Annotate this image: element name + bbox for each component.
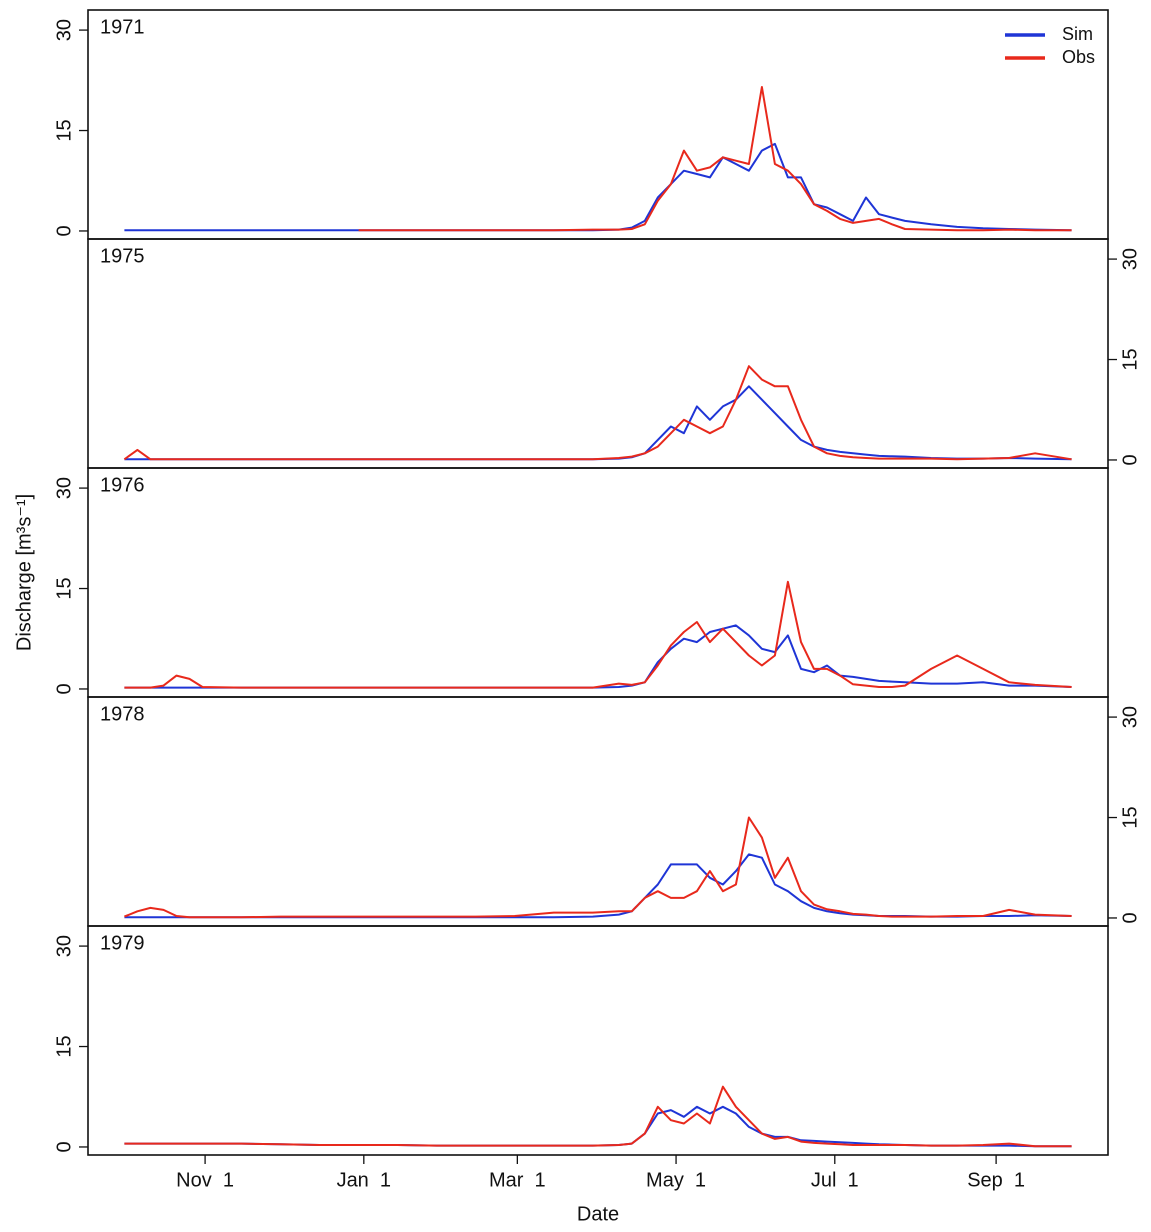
panel-title: 1976 [100,474,145,496]
y-tick-label: 0 [1119,454,1141,465]
y-tick-label: 15 [53,119,75,141]
y-tick-label: 0 [53,1141,75,1152]
y-tick-label: 0 [53,225,75,236]
series-line [124,142,1072,232]
series-line [123,365,1072,461]
panel-title: 1975 [100,245,145,267]
x-tick-label: Sep 1 [967,1169,1025,1191]
panel-title: 1971 [100,16,145,38]
legend-label: Obs [1062,47,1095,67]
panel-frame [87,696,1109,927]
panel-title: 1978 [100,703,145,725]
y-tick-label: 0 [1119,912,1141,923]
y-tick-label: 15 [53,1035,75,1057]
panel-frame [87,238,1109,469]
y-axis-label: Discharge [m³s⁻¹] [13,494,35,651]
series-line [124,816,1072,919]
x-tick-label: Jan 1 [337,1169,391,1191]
y-tick-label: 30 [53,19,75,41]
y-tick-label: 15 [1119,348,1141,370]
x-axis-label: Date [577,1203,619,1225]
y-tick-label: 30 [53,477,75,499]
y-tick-label: 30 [1119,248,1141,270]
y-tick-label: 30 [53,935,75,957]
series-line [124,624,1072,689]
x-tick-label: May 1 [646,1169,706,1191]
legend-label: Sim [1062,24,1093,44]
x-tick-label: Mar 1 [489,1169,546,1191]
panel-frame [87,925,1109,1156]
panel-title: 1979 [100,932,145,954]
y-tick-label: 15 [53,577,75,599]
y-tick-label: 30 [1119,706,1141,728]
series-line [124,385,1072,461]
series-line [124,580,1072,689]
x-tick-label: Nov 1 [176,1169,234,1191]
y-tick-label: 15 [1119,806,1141,828]
series-line [124,1105,1072,1148]
panel-frame [87,9,1109,240]
y-tick-label: 0 [53,683,75,694]
series-line [358,86,1072,232]
panel-frame [87,467,1109,698]
series-line [124,1085,1072,1148]
series-line [124,853,1072,919]
x-tick-label: Jul 1 [811,1169,859,1191]
